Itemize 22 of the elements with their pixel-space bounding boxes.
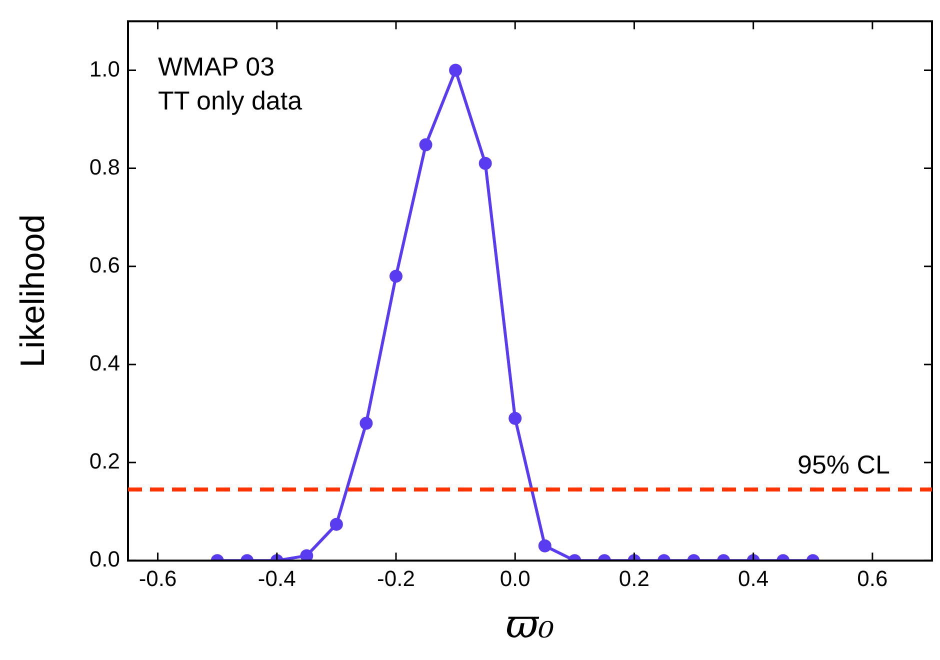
y-tick-label: 0.8 [89,154,120,180]
x-axis-title: ϖ₀ [506,601,554,648]
annotation: WMAP 03 [158,51,275,82]
point [449,64,462,77]
x-tick-label: -0.6 [138,566,177,591]
y-tick-label: 0.6 [89,252,120,278]
y-tick-label: 1.0 [89,56,120,82]
x-tick-label: 0.0 [500,566,530,591]
x-tick-label: -0.4 [258,566,296,591]
y-axis-title: Likelihood [14,214,52,368]
point [390,270,402,283]
point [478,156,492,170]
x-tick-label: 0.6 [857,566,888,591]
y-tick-label: 0.4 [89,350,120,376]
y-tick-label: 0.0 [89,546,120,572]
x-tick-label: 0.2 [618,566,650,591]
y-tick-label: 0.2 [89,448,120,474]
x-tick-label: 0.4 [738,566,769,591]
annotation: TT only data [158,85,303,116]
ref-line-label: 95% CL [798,450,890,480]
point [419,138,432,152]
x-tick-label: -0.2 [377,566,415,591]
